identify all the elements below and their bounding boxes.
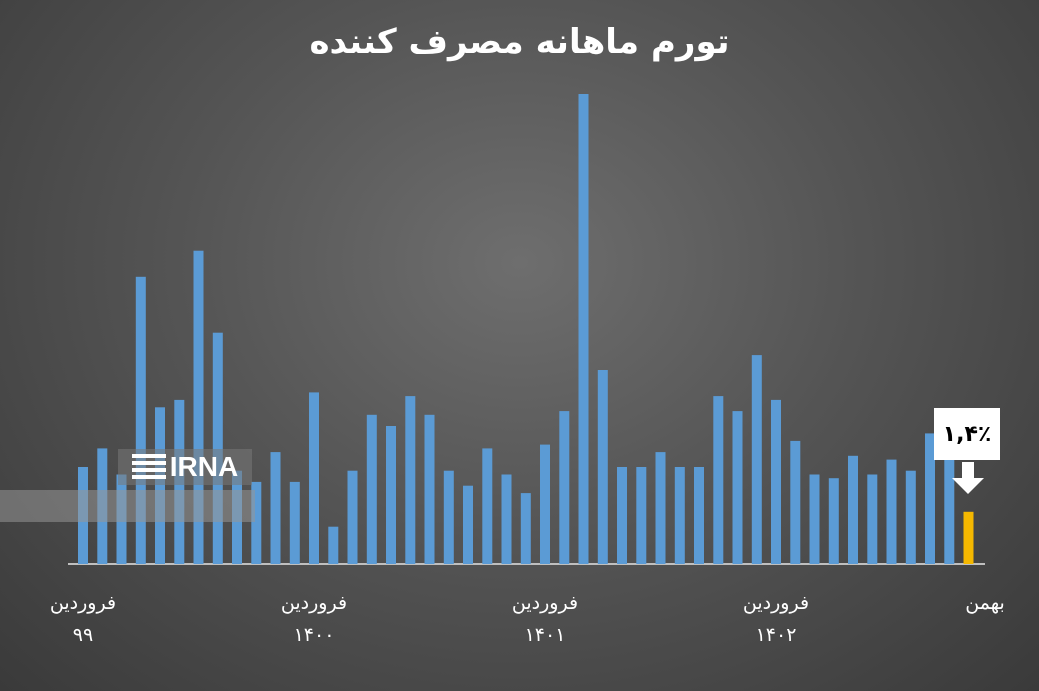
x-tick-month: فروردین xyxy=(742,592,810,614)
logo-text: IRNA xyxy=(169,451,239,482)
bar xyxy=(155,407,165,564)
bar xyxy=(809,474,820,564)
bar xyxy=(366,414,377,564)
logo-stripes-icon xyxy=(131,454,166,480)
bar xyxy=(540,444,550,564)
x-tick-year: ۱۴۰۲ xyxy=(755,624,797,646)
bar xyxy=(443,470,454,564)
bar xyxy=(463,485,473,564)
bar xyxy=(193,250,204,564)
latest-value-callout: ۱,۴٪ xyxy=(934,408,1000,460)
watermark-strip xyxy=(0,490,255,522)
bar xyxy=(925,433,935,564)
bar xyxy=(771,399,781,564)
x-tick-month: بهمن xyxy=(965,592,1005,614)
bar-highlight xyxy=(963,511,974,564)
bar xyxy=(386,426,396,564)
bar xyxy=(559,411,570,564)
x-tick-month: فروردین xyxy=(49,592,117,614)
x-tick-label: فروردین ۹۹ xyxy=(13,592,153,646)
chart-title: تورم ماهانه مصرف کننده xyxy=(309,22,730,62)
bar xyxy=(867,474,878,564)
x-tick-year: ۱۴۰۰ xyxy=(293,624,335,646)
bar xyxy=(309,392,319,564)
bar xyxy=(694,467,704,564)
bar xyxy=(886,459,897,564)
bar xyxy=(674,467,685,564)
down-arrow-icon xyxy=(952,462,984,494)
bar xyxy=(636,467,647,564)
x-tick-label: بهمن xyxy=(915,592,1039,614)
bar xyxy=(732,411,743,564)
bar xyxy=(520,493,531,564)
bar xyxy=(289,481,300,564)
bar xyxy=(790,440,801,564)
bar xyxy=(424,414,435,564)
bar xyxy=(347,470,358,564)
bar xyxy=(828,478,839,564)
bar xyxy=(905,470,916,564)
bar xyxy=(135,276,146,564)
x-tick-month: فروردین xyxy=(280,592,348,614)
irna-logo: IRNA xyxy=(118,449,252,485)
bar xyxy=(251,481,262,564)
bar xyxy=(501,474,512,564)
bar xyxy=(617,467,627,564)
bar xyxy=(751,355,762,564)
x-tick-month: فروردین xyxy=(511,592,579,614)
bar xyxy=(328,526,339,564)
x-tick-label: فروردین ۱۴۰۱ xyxy=(475,592,615,646)
bar xyxy=(482,448,493,564)
bar xyxy=(848,455,858,564)
bar xyxy=(713,396,724,564)
x-tick-label: فروردین ۱۴۰۲ xyxy=(706,592,846,646)
bar xyxy=(578,94,589,564)
bar xyxy=(597,370,608,564)
x-tick-label: فروردین ۱۴۰۰ xyxy=(244,592,384,646)
bar xyxy=(944,440,955,564)
bar xyxy=(405,396,416,564)
x-tick-year: ۱۴۰۱ xyxy=(524,624,566,646)
bar xyxy=(270,452,281,564)
bar xyxy=(655,452,666,564)
bar xyxy=(212,332,223,564)
x-tick-year: ۹۹ xyxy=(72,624,94,646)
